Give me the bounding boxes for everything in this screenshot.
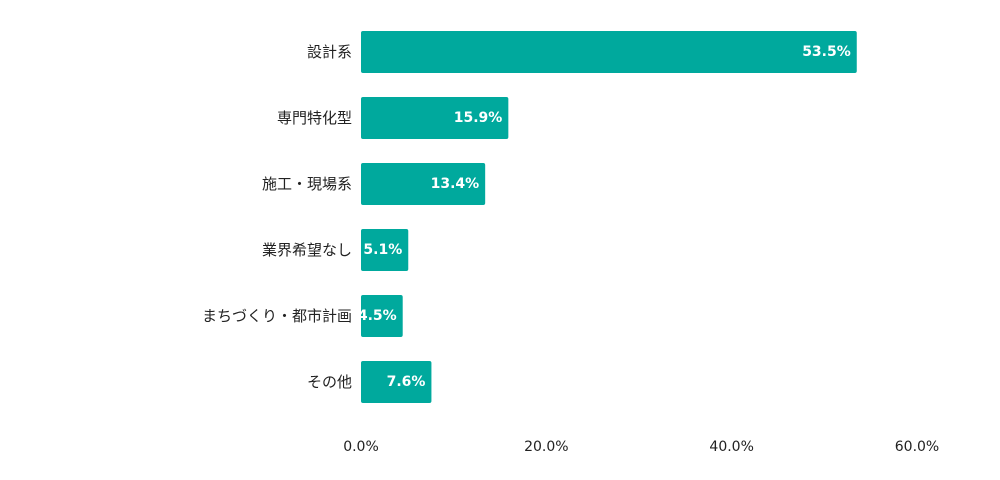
- category-label: その他: [307, 373, 352, 391]
- bar: [361, 295, 403, 337]
- bars-group: [361, 31, 857, 403]
- category-label: 業界希望なし: [262, 241, 352, 259]
- category-label: 設計系: [307, 43, 352, 61]
- value-labels: 53.5% 15.9% 13.4% 5.1% 4.5% 7.6%: [358, 44, 851, 390]
- x-tick-label: 0.0%: [343, 439, 379, 455]
- category-label: 専門特化型: [277, 109, 352, 127]
- bar-value-label: 13.4%: [431, 176, 480, 192]
- bar-value-label: 15.9%: [454, 110, 503, 126]
- bar: [361, 229, 409, 271]
- bar: [361, 97, 509, 139]
- category-label: まちづくり・都市計画: [202, 307, 352, 325]
- bar: [361, 31, 857, 73]
- bar-value-label: 4.5%: [358, 308, 397, 324]
- x-axis-tick-labels: 0.0% 20.0% 40.0% 60.0%: [343, 439, 939, 455]
- x-tick-label: 20.0%: [524, 439, 568, 455]
- bar-value-label: 5.1%: [363, 242, 402, 258]
- bar-value-label: 53.5%: [802, 44, 851, 60]
- bar-value-label: 7.6%: [387, 374, 426, 390]
- bar: [361, 361, 432, 403]
- x-tick-label: 40.0%: [709, 439, 753, 455]
- category-label: 施工・現場系: [262, 175, 352, 193]
- x-tick-label: 60.0%: [895, 439, 939, 455]
- bar: [361, 163, 486, 205]
